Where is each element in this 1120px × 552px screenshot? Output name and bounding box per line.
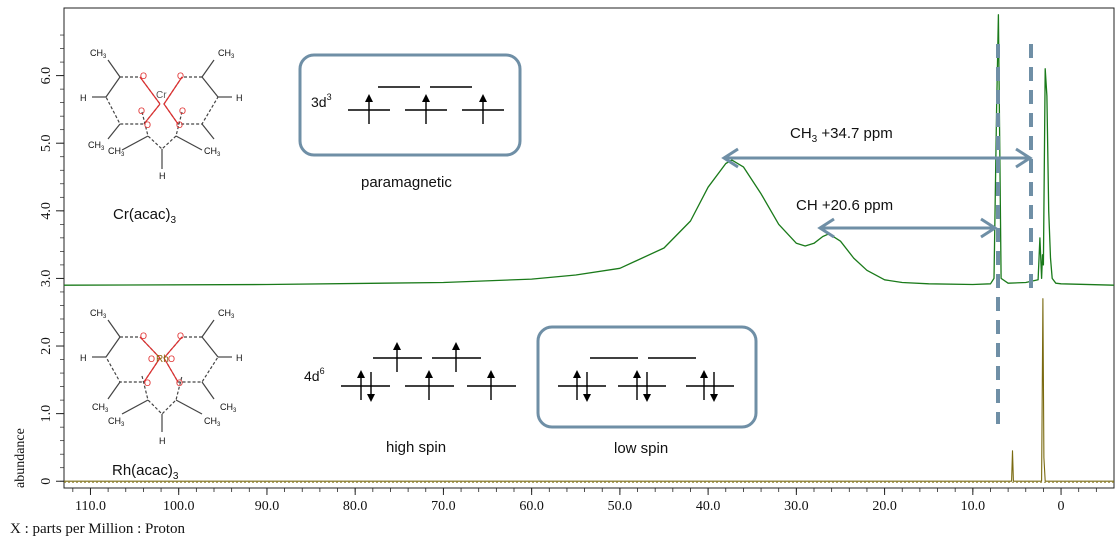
rh-spectrum-line [64,298,1114,482]
y-tick-label: 1.0 [39,405,54,423]
low-spin-orbital-diagram [558,357,734,387]
svg-text:O: O [148,354,155,364]
high-spin-label: high spin [386,439,446,456]
svg-text:O: O [140,71,147,81]
x-tick-label: 20.0 [872,499,897,514]
cr-acac-structure: CH3 CH3 H H CH3 CH3 CH3 H O O O O O O Cr [80,48,243,181]
x-tick-label: 80.0 [343,499,368,514]
y-tick-label: 2.0 [39,337,54,355]
svg-text:O: O [140,331,147,341]
ch3-shift-label: CH3 +34.7 ppm [790,125,893,145]
ch-shift-arrow [817,217,998,239]
y-tick-label: 0 [39,478,54,485]
x-tick-label: 50.0 [608,499,633,514]
svg-text:CH3: CH3 [218,48,235,60]
y-axis-label: abundance [13,428,28,488]
svg-text:O: O [168,354,175,364]
svg-text:CH3: CH3 [204,146,221,158]
ch-shift-label: CH +20.6 ppm [796,197,893,214]
svg-text:O: O [144,378,151,388]
svg-text:H: H [236,353,243,363]
svg-text:O: O [177,71,184,81]
svg-text:CH3: CH3 [108,146,125,158]
x-tick-label: 40.0 [696,499,721,514]
rh-config-label: 4d6 [304,366,325,384]
svg-text:H: H [80,353,87,363]
low-spin-spins [573,370,718,402]
paramagnetic-label: paramagnetic [361,174,452,191]
rh-acac-label: Rh(acac)3 [112,462,179,482]
svg-text:CH3: CH3 [108,416,125,428]
svg-text:CH3: CH3 [220,402,237,414]
cr-spins [365,94,487,124]
x-tick-label: 70.0 [431,499,456,514]
svg-text:O: O [144,120,151,130]
x-tick-label: 90.0 [255,499,280,514]
y-tick-label: 5.0 [39,134,54,152]
x-tick-label: 60.0 [519,499,544,514]
svg-text:Cr: Cr [156,90,167,101]
svg-text:O: O [176,120,183,130]
y-tick-label: 3.0 [39,270,54,288]
x-tick-label: 100.0 [163,499,195,514]
svg-text:CH3: CH3 [92,402,109,414]
svg-text:H: H [159,436,166,446]
svg-text:Rh: Rh [156,354,169,365]
x-tick-label: 30.0 [784,499,809,514]
svg-text:CH3: CH3 [88,140,105,152]
series-layer [63,14,1115,483]
svg-text:CH3: CH3 [90,308,107,320]
plot-frame [63,7,1115,489]
svg-text:CH3: CH3 [218,308,235,320]
ch3-shift-arrow [721,147,1033,169]
low-spin-box [536,325,758,429]
y-tick-label: 4.0 [39,202,54,220]
svg-text:H: H [80,93,87,103]
x-tick-label: 0 [1058,499,1065,514]
x-axis-label: X : parts per Million : Proton [10,521,185,537]
svg-text:CH3: CH3 [204,416,221,428]
y-tick-label: 6.0 [39,67,54,85]
x-tick-label: 110.0 [75,499,106,514]
svg-text:H: H [236,93,243,103]
cr-acac-label: Cr(acac)3 [113,206,177,226]
high-spin-spins [357,342,495,402]
cr-config-label: 3d3 [311,92,332,110]
x-tick-label: 10.0 [961,499,986,514]
svg-text:O: O [138,106,145,116]
cr-spectrum-line [63,14,1115,286]
paramagnetic-box [298,53,522,157]
svg-text:O: O [177,331,184,341]
y-axis: 0 1.0 2.0 3.0 4.0 5.0 6.0 [39,34,64,485]
svg-text:CH3: CH3 [90,48,107,60]
svg-text:O: O [179,106,186,116]
svg-text:H: H [159,171,166,181]
rh-acac-structure: CH3 CH3 H H CH3 CH3 CH3 CH3 H O O O O O … [80,308,243,446]
low-spin-label: low spin [614,440,668,457]
svg-text:O: O [176,378,183,388]
x-axis: 110.0 100.0 90.0 80.0 70.0 60.0 50.0 40.0 30.0 20… [72,488,1097,514]
